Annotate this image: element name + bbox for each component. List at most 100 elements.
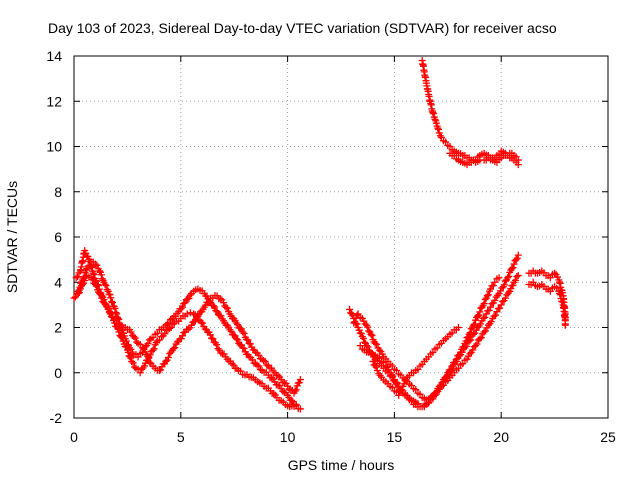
data-point-marker [487, 318, 495, 326]
x-axis-title: GPS time / hours [288, 457, 395, 473]
data-point-marker [177, 305, 185, 313]
data-point-marker [373, 366, 381, 374]
data-point-marker [558, 298, 566, 306]
data-point-marker [166, 324, 174, 332]
data-point-marker [127, 328, 135, 336]
data-point-marker [352, 314, 360, 322]
data-point-marker [149, 346, 157, 354]
data-point-marker [199, 319, 207, 327]
data-point-marker [285, 385, 293, 393]
data-point-marker [113, 310, 121, 318]
data-point-marker [204, 298, 212, 306]
data-point-marker [70, 294, 78, 302]
data-point-marker [248, 356, 256, 364]
data-point-marker [556, 289, 564, 297]
data-point-marker [101, 280, 109, 288]
data-point-marker [131, 334, 139, 342]
data-point-marker [514, 156, 522, 164]
data-point-marker [393, 379, 401, 387]
data-point-marker [191, 317, 199, 325]
chart-title: Day 103 of 2023, Sidereal Day-to-day VTE… [48, 20, 557, 36]
data-point-marker [107, 294, 115, 302]
data-point-marker [186, 309, 194, 317]
data-point-marker [296, 376, 304, 384]
x-tick-label: 15 [387, 429, 403, 445]
data-point-marker [108, 298, 116, 306]
data-point-marker [359, 334, 367, 342]
axis-ticks: 0 5 10 15 20 25 -2 0 2 4 6 8 10 12 14 [46, 48, 616, 445]
data-point-marker [296, 405, 304, 413]
data-point-marker [480, 328, 488, 336]
data-point-marker [477, 320, 485, 328]
data-point-marker [263, 361, 271, 369]
data-point-marker [171, 344, 179, 352]
data-point-marker [185, 294, 193, 302]
data-point-marker [508, 265, 516, 273]
data-point-marker [465, 330, 473, 338]
data-point-marker [561, 317, 569, 325]
data-point-marker [373, 340, 381, 348]
y-tick-label: 6 [54, 229, 62, 245]
data-point-marker [144, 340, 152, 348]
data-point-marker [117, 333, 125, 341]
data-point-marker [483, 292, 491, 300]
data-point-marker [130, 333, 138, 341]
data-point-marker [211, 303, 219, 311]
data-point-marker [492, 311, 500, 319]
data-point-marker [261, 358, 269, 366]
data-point-marker [108, 299, 116, 307]
data-point-marker [206, 331, 214, 339]
data-point-marker [364, 323, 372, 331]
y-tick-label: 14 [46, 48, 62, 64]
data-point-marker [213, 341, 221, 349]
data-point-marker [466, 350, 474, 358]
data-point-marker [133, 338, 141, 346]
data-point-marker [146, 358, 154, 366]
data-point-marker [295, 379, 303, 387]
data-point-marker [382, 362, 390, 370]
data-point-marker [96, 290, 104, 298]
data-point-marker [89, 269, 97, 277]
data-point-marker [93, 261, 101, 269]
data-point-marker [395, 391, 403, 399]
data-point-marker [129, 359, 137, 367]
data-point-marker [348, 310, 356, 318]
data-point-marker [217, 349, 225, 357]
data-point-marker [489, 281, 497, 289]
data-point-marker [398, 386, 406, 394]
data-point-marker [480, 300, 488, 308]
data-point-marker [482, 310, 490, 318]
data-point-marker [180, 299, 188, 307]
data-point-marker [367, 330, 375, 338]
data-point-marker [400, 380, 408, 388]
data-point-marker [74, 290, 82, 298]
data-point-marker [126, 353, 134, 361]
data-point-marker [209, 335, 217, 343]
data-point-marker [513, 273, 521, 281]
data-point-marker [279, 387, 287, 395]
data-point-marker [389, 372, 397, 380]
data-point-marker [473, 340, 481, 348]
data-point-marker [371, 339, 379, 347]
data-point-marker [197, 318, 205, 326]
data-point-marker [74, 273, 82, 281]
data-point-marker [551, 269, 559, 277]
y-tick-label: 0 [54, 365, 62, 381]
data-point-marker [260, 356, 268, 364]
data-point-marker [256, 365, 264, 373]
x-tick-label: 5 [177, 429, 185, 445]
data-point-marker [79, 281, 87, 289]
data-point-marker [222, 303, 230, 311]
data-point-marker [119, 337, 127, 345]
data-point-marker [491, 296, 499, 304]
data-point-marker [514, 251, 522, 259]
data-point-marker [183, 310, 191, 318]
data-point-marker [240, 344, 248, 352]
data-point-marker [372, 363, 380, 371]
data-point-marker [145, 354, 153, 362]
data-point-marker [466, 329, 474, 337]
data-point-marker [509, 264, 517, 272]
data-point-marker [504, 274, 512, 282]
data-point-marker [452, 355, 460, 363]
